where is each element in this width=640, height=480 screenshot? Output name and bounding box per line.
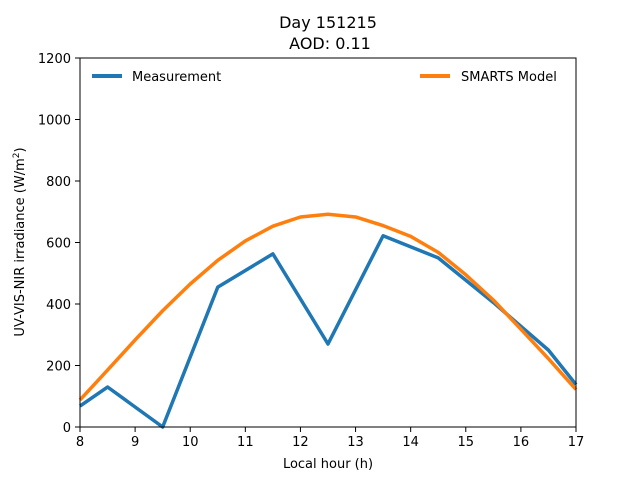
x-tick-label: 17 [568,435,585,450]
y-axis-label: UV-VIS-NIR irradiance (W/m2) [12,147,28,336]
y-tick-label: 200 [46,360,71,375]
y-tick-label: 400 [46,298,71,313]
x-tick-label: 16 [513,435,530,450]
chart-title: Day 151215 [279,13,377,32]
x-tick-label: 9 [131,435,139,450]
x-tick-label: 13 [347,435,364,450]
x-tick-label: 8 [76,435,84,450]
y-tick-label: 600 [46,237,71,252]
legend-label-measurement: Measurement [132,70,221,85]
y-tick-label: 1200 [38,52,71,67]
y-axis-label-tail: ) [13,147,28,152]
legend-label-smarts-model: SMARTS Model [461,70,557,85]
x-tick-label: 11 [237,435,254,450]
x-tick-label: 15 [458,435,475,450]
y-tick-label: 0 [63,421,71,436]
x-tick-label: 10 [182,435,199,450]
x-tick-label: 12 [292,435,309,450]
legend: Measurement SMARTS Model [92,70,557,85]
series-line-smarts-model [78,212,578,402]
y-axis-label-sup: 2 [12,153,22,159]
y-axis-label-main: UV-VIS-NIR irradiance (W/m [13,158,28,336]
series-line-measurement [79,233,578,429]
x-axis-label: Local hour (h) [283,457,373,472]
y-tick-label: 800 [46,175,71,190]
x-tick-label: 14 [402,435,419,450]
chart-subtitle: AOD: 0.11 [289,34,371,53]
y-tick-label: 1000 [38,114,71,129]
axes-frame [79,57,577,428]
series-layer [78,212,578,429]
axes-layer: 8 9 10 11 12 13 14 15 16 17 0 200 400 600 800 1000 1200 [38,52,584,450]
